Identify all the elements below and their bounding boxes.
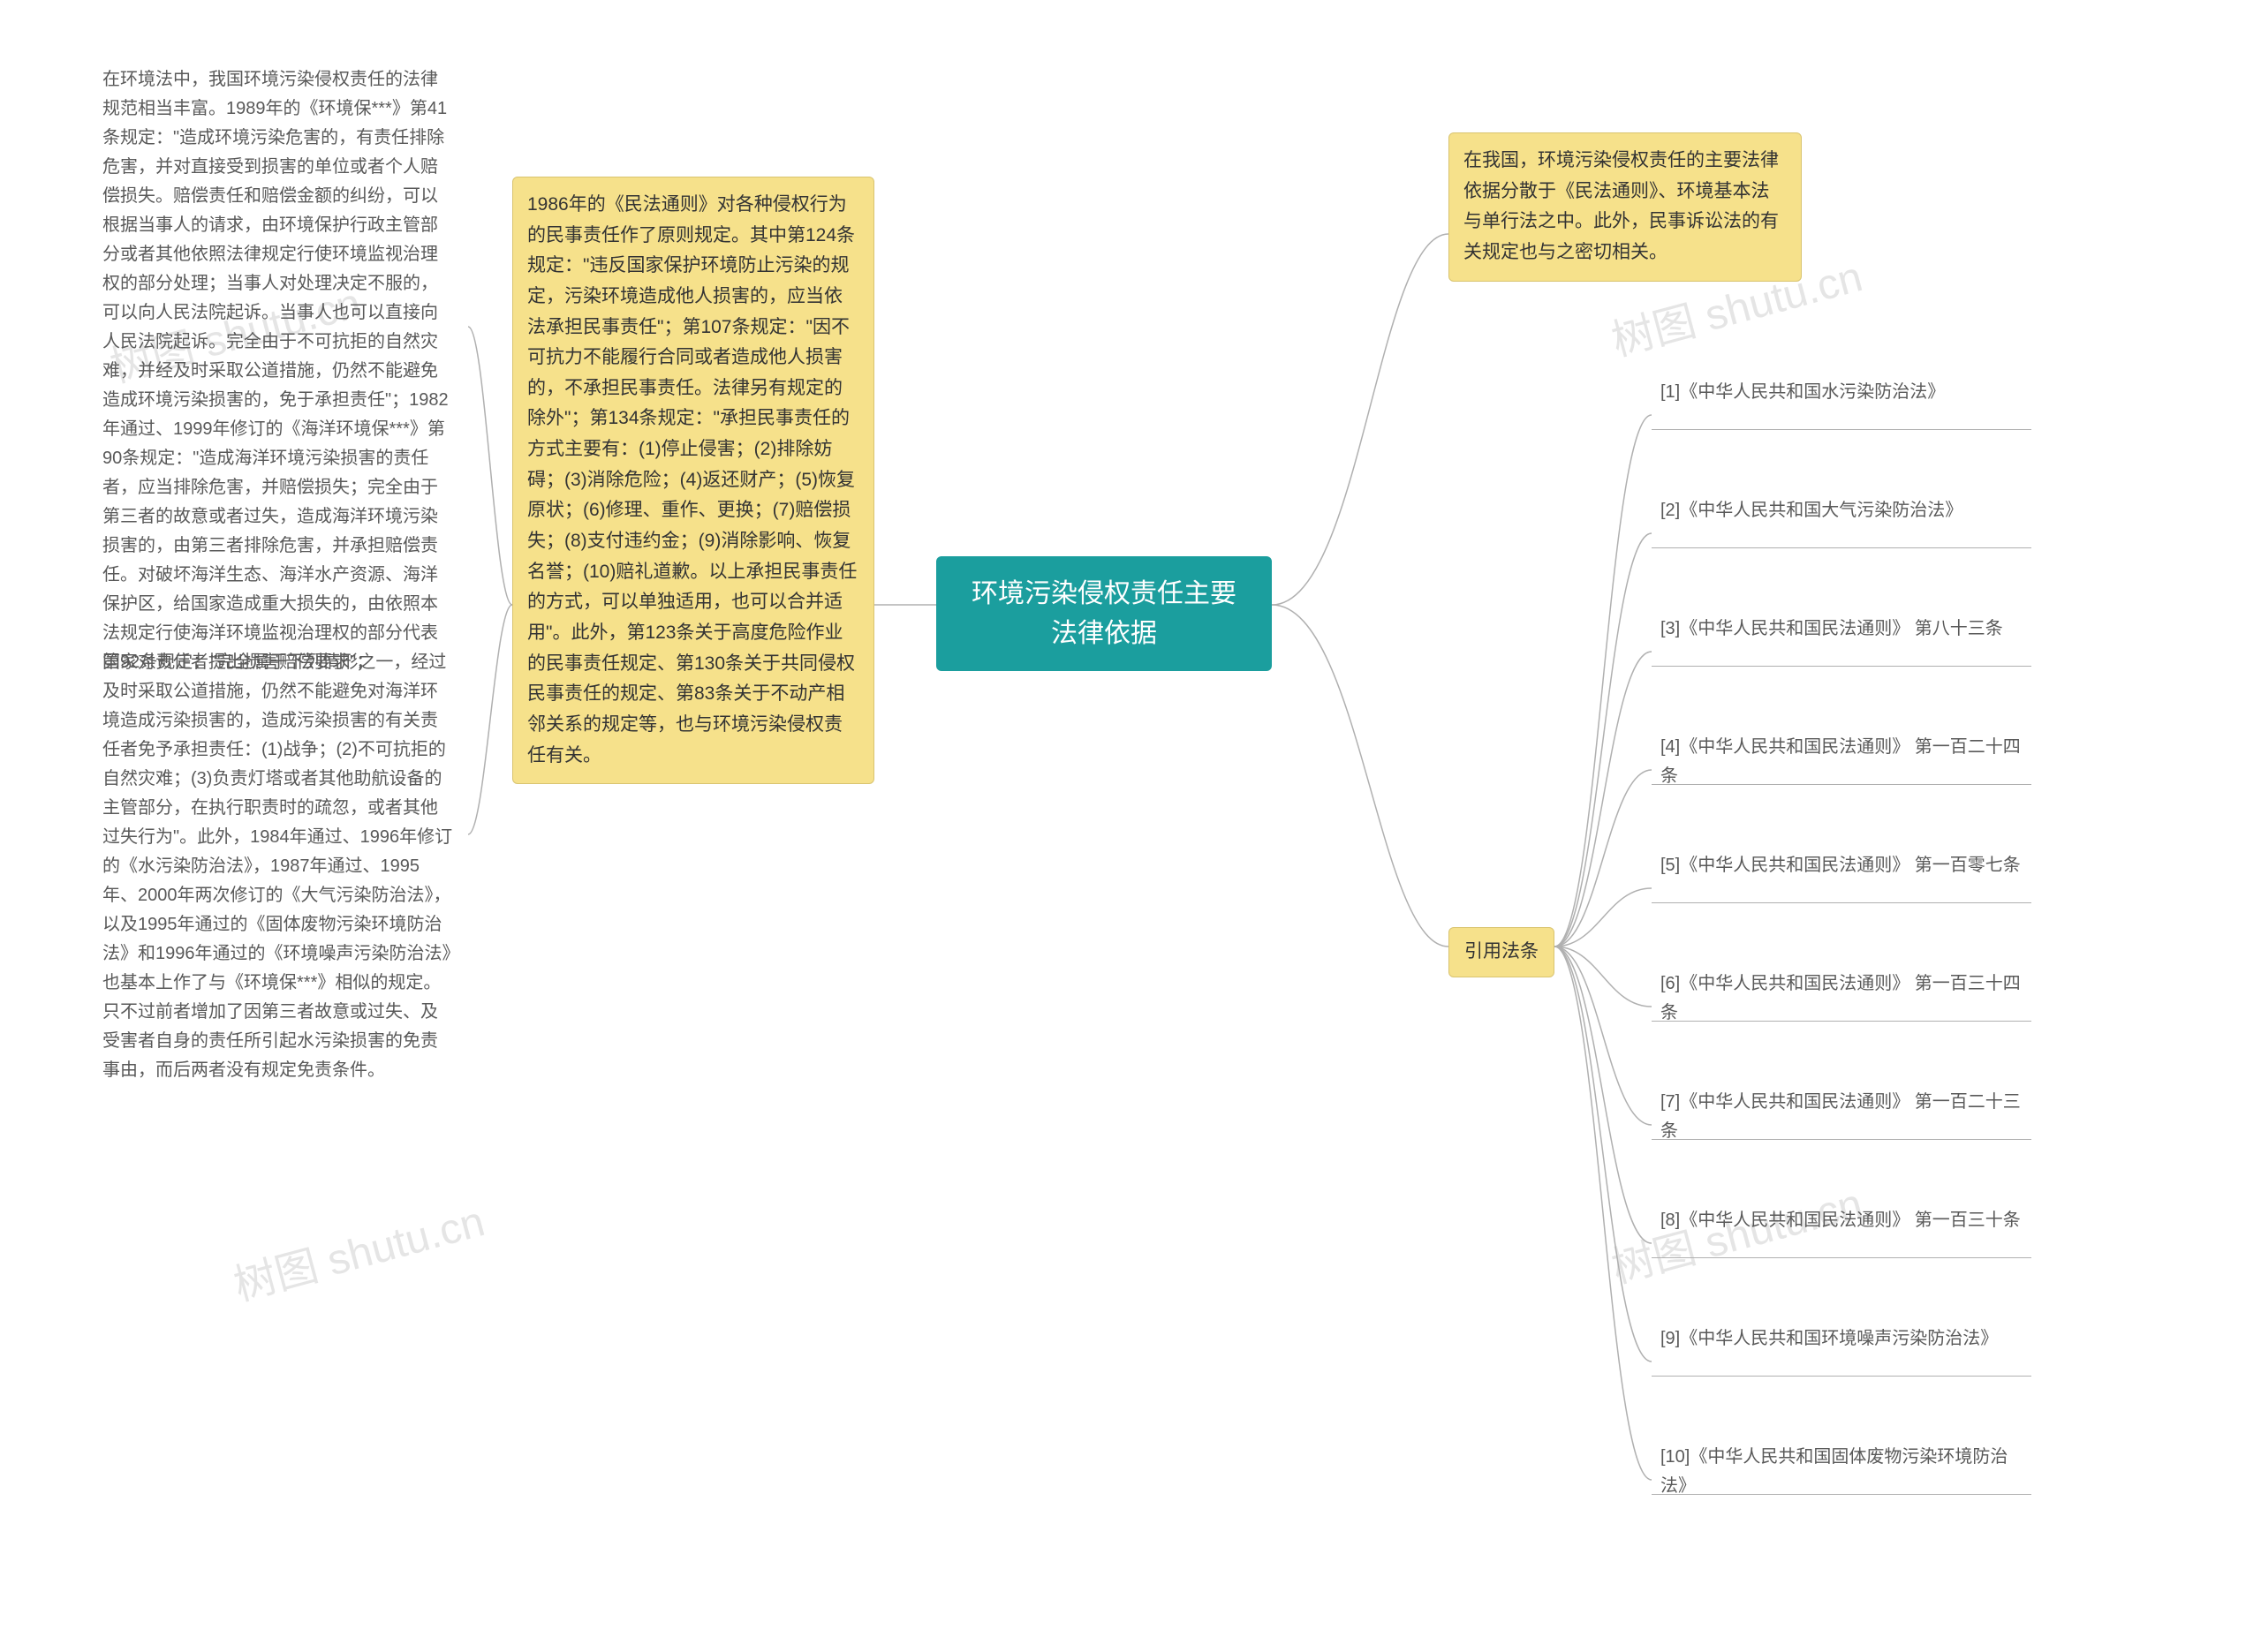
center-title: 环境污染侵权责任主要法律依据 bbox=[972, 579, 1236, 648]
citation-item: [7]《中华人民共和国民法通则》 第一百二十三条 bbox=[1652, 1082, 2031, 1151]
citation-item: [1]《中华人民共和国水污染防治法》 bbox=[1652, 373, 2031, 412]
citation-item: [9]《中华人民共和国环境噪声污染防治法》 bbox=[1652, 1319, 2031, 1359]
citation-item: [2]《中华人民共和国大气污染防治法》 bbox=[1652, 491, 2031, 531]
citation-item: [5]《中华人民共和国民法通则》 第一百零七条 bbox=[1652, 846, 2031, 886]
citation-underline bbox=[1652, 1376, 2031, 1377]
citation-item: [6]《中华人民共和国民法通则》 第一百三十四条 bbox=[1652, 964, 2031, 1033]
left-middle-text: 1986年的《民法通则》对各种侵权行为的民事责任作了原则规定。其中第124条规定… bbox=[527, 194, 857, 766]
citation-underline bbox=[1652, 902, 2031, 903]
left-top-node: 在环境法中，我国环境污染侵权责任的法律规范相当丰富。1989年的《环境保***》… bbox=[88, 53, 468, 690]
citation-underline bbox=[1652, 1257, 2031, 1258]
center-node: 环境污染侵权责任主要法律依据 bbox=[936, 556, 1272, 671]
citation-underline bbox=[1652, 547, 2031, 548]
right-top-node: 在我国，环境污染侵权责任的主要法律依据分散于《民法通则》、环境基本法与单行法之中… bbox=[1448, 132, 1802, 282]
citation-item: [3]《中华人民共和国民法通则》 第八十三条 bbox=[1652, 609, 2031, 649]
citation-underline bbox=[1652, 666, 2031, 667]
citations-label-node: 引用法条 bbox=[1448, 927, 1554, 977]
citation-item: [10]《中华人民共和国固体废物污染环境防治法》 bbox=[1652, 1437, 2031, 1506]
citation-item: [4]《中华人民共和国民法通则》 第一百二十四条 bbox=[1652, 728, 2031, 796]
citations-label-text: 引用法条 bbox=[1464, 941, 1539, 962]
left-bottom-text: 第92条规定："完全属于下列情形之一，经过及时采取公道措施，仍然不能避免对海洋环… bbox=[102, 653, 452, 1080]
left-middle-node: 1986年的《民法通则》对各种侵权行为的民事责任作了原则规定。其中第124条规定… bbox=[512, 177, 874, 784]
citation-item: [8]《中华人民共和国民法通则》 第一百三十条 bbox=[1652, 1201, 2031, 1241]
citation-underline bbox=[1652, 429, 2031, 430]
right-top-text: 在我国，环境污染侵权责任的主要法律依据分散于《民法通则》、环境基本法与单行法之中… bbox=[1463, 150, 1779, 262]
left-bottom-node: 第92条规定："完全属于下列情形之一，经过及时采取公道措施，仍然不能避免对海洋环… bbox=[88, 636, 468, 1098]
left-top-text: 在环境法中，我国环境污染侵权责任的法律规范相当丰富。1989年的《环境保***》… bbox=[102, 70, 449, 672]
watermark: 树图 shutu.cn bbox=[226, 1187, 490, 1313]
